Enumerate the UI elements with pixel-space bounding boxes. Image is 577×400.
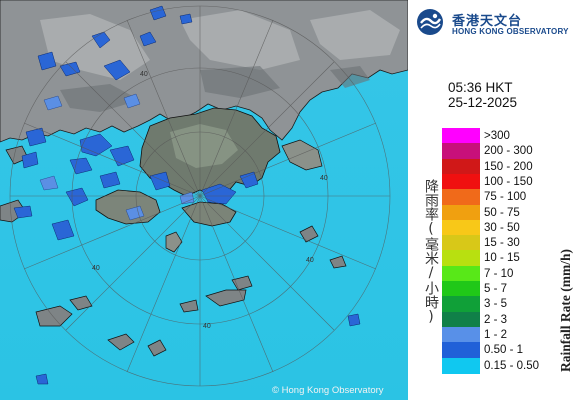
legend-range-label: 30 - 50 [484, 221, 520, 234]
legend-range-label: 7 - 10 [484, 267, 514, 280]
legend-swatch [442, 296, 480, 313]
mainland-relief [40, 10, 400, 80]
island-east-1 [299, 225, 319, 243]
hk-island [181, 201, 237, 227]
island-southwest-3 [107, 333, 135, 351]
logo-english-name: HONG KONG OBSERVATORY [452, 27, 569, 36]
island-east-2 [329, 255, 347, 269]
island-southwest-4 [147, 339, 167, 357]
range-label: 40 [140, 71, 148, 78]
rain-cell [201, 183, 237, 205]
rain-cell [39, 175, 59, 191]
rain-cell [179, 13, 193, 25]
legend-range-label: 150 - 200 [484, 160, 533, 173]
island-south-2 [231, 275, 253, 291]
observation-date: 25-12-2025 [448, 95, 518, 110]
rain-cell [51, 219, 75, 241]
legend-title-english: Rainfall Rate (mm/h) [558, 249, 573, 372]
legend-swatch [442, 342, 480, 359]
legend-range-label: 0.15 - 0.50 [484, 359, 539, 372]
island-south-3 [179, 299, 199, 313]
rain-cell [123, 93, 141, 109]
legend-swatch [442, 204, 480, 221]
rain-echoes-light [39, 93, 195, 221]
rain-cell [65, 187, 89, 207]
legend-range-label: 2 - 3 [484, 313, 508, 326]
legend-range-label: 1 - 2 [484, 328, 508, 341]
legend-range-label: 10 - 15 [484, 252, 520, 265]
island-southwest-2 [69, 295, 93, 311]
legend-swatch [442, 128, 480, 144]
legend-swatch [442, 311, 480, 328]
radar-map-canvas: 40 40 40 40 40 [0, 0, 408, 400]
legend-range-label: 75 - 100 [484, 191, 527, 204]
legend-range-label: >300 [484, 130, 510, 142]
rain-cell [149, 171, 171, 191]
rain-cell [37, 51, 57, 71]
rain-cell [149, 5, 167, 21]
rain-cell [13, 205, 33, 219]
legend-range-label: 5 - 7 [484, 283, 508, 295]
legend-swatch [442, 235, 480, 252]
rain-cell [59, 61, 81, 77]
legend-panel: 香港天文台 HONG KONG OBSERVATORY 05:36 HKT 25… [408, 0, 577, 400]
spoke [23, 122, 377, 270]
hko-logo-icon [417, 9, 443, 35]
island-south-1 [205, 289, 247, 307]
legend-swatch [442, 265, 480, 282]
hko-logo: 香港天文台 HONG KONG OBSERVATORY [414, 5, 574, 39]
island-southwest-1 [35, 305, 73, 327]
rain-cell [103, 59, 131, 81]
range-label: 40 [203, 323, 211, 330]
legend-title-chinese: 降雨率(毫米/小時) [423, 179, 439, 325]
range-label: 40 [306, 257, 314, 264]
legend-swatch [442, 143, 480, 160]
legend-swatch [442, 158, 480, 175]
legend-swatch [442, 281, 480, 297]
rain-cell [79, 133, 113, 157]
legend-range-label: 50 - 75 [484, 206, 520, 219]
range-labels: 40 40 40 40 40 [92, 71, 328, 330]
range-label: 40 [320, 175, 328, 182]
observation-time: 05:36 HKT [448, 80, 513, 95]
legend-swatch [442, 250, 480, 267]
rain-cell [21, 151, 39, 169]
rain-cell [125, 205, 145, 221]
legend-range-label: 200 - 300 [484, 145, 533, 158]
range-label: 40 [92, 265, 100, 272]
legend-swatch [442, 357, 480, 374]
rain-cell [91, 31, 111, 49]
hk-nt-relief [170, 124, 238, 168]
rain-cell [25, 127, 47, 147]
logo-chinese-name: 香港天文台 [452, 14, 523, 29]
copyright-text: © Hong Kong Observatory [272, 385, 384, 396]
rain-cell [139, 31, 157, 47]
legend-title-english-text: Rainfall Rate (mm/h) [558, 249, 573, 372]
legend-range-label: 15 - 30 [484, 237, 520, 250]
rain-cell [239, 171, 259, 189]
rain-cell [99, 171, 121, 189]
legend-swatch [442, 326, 480, 343]
legend-range-label: 3 - 5 [484, 298, 508, 311]
rain-cell [35, 373, 49, 385]
lamma-island [165, 231, 183, 253]
rain-cell [43, 95, 63, 111]
legend-swatch [442, 189, 480, 206]
radar-map[interactable]: 40 40 40 40 40 © Hong Kong Observatory [0, 0, 408, 400]
rain-cell [347, 313, 361, 327]
eastern-peninsula [281, 139, 323, 171]
rain-cell [69, 157, 93, 175]
legend-range-label: 0.50 - 1 [484, 344, 523, 357]
range-rings [9, 5, 391, 387]
legend-title-chinese-text: 降雨率(毫米/小時) [423, 179, 439, 325]
legend-swatch [442, 173, 480, 190]
legend-range-label: 100 - 150 [484, 175, 533, 188]
legend-swatch [442, 219, 480, 236]
